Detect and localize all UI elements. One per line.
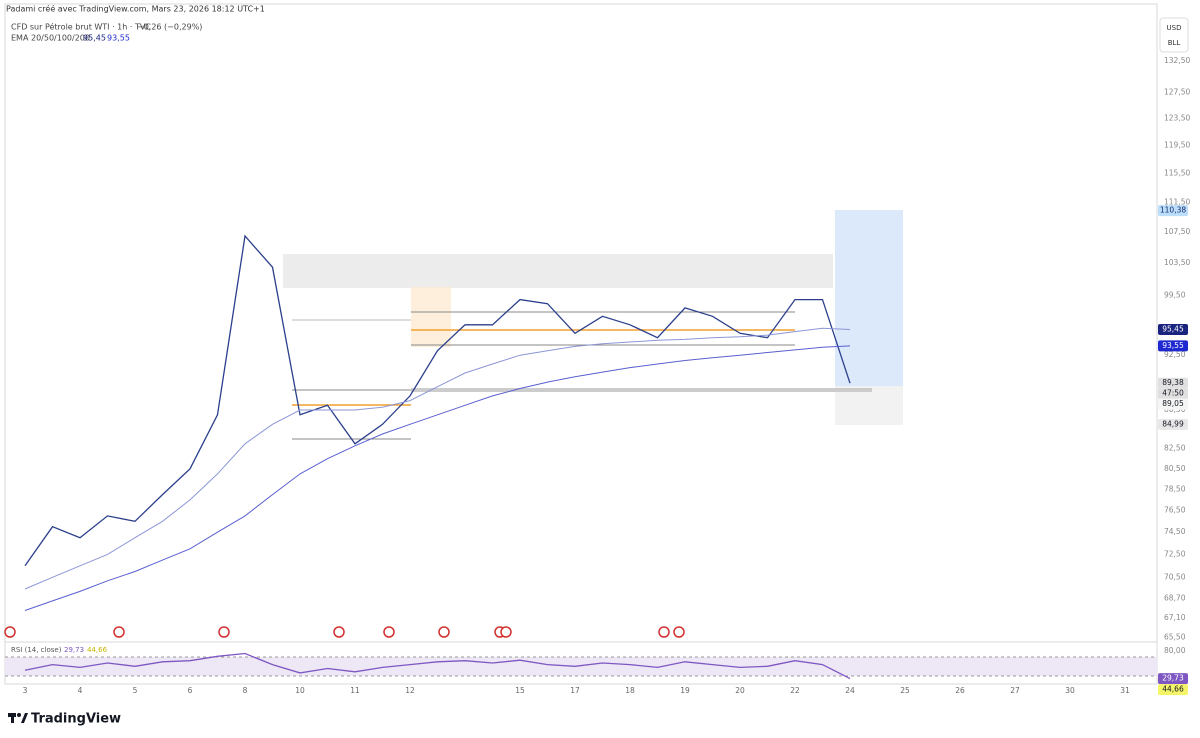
y-tick-label: 92,50 — [1164, 350, 1186, 359]
series-line — [24, 234, 851, 567]
price-badge-label: 89,38 — [1162, 378, 1184, 387]
price-badge — [1158, 684, 1188, 696]
y-tick-label: 115,50 — [1164, 169, 1190, 178]
y-tick-label: 80,00 — [1164, 646, 1186, 655]
x-tick-label: 25 — [900, 686, 910, 695]
y-tick-label: 70,50 — [1164, 572, 1186, 581]
countdown: 47:50 — [1162, 389, 1184, 398]
x-tick-label: 6 — [188, 686, 193, 695]
x-tick-label: 24 — [845, 686, 855, 695]
ema-value: 95,45 — [83, 34, 106, 43]
symbol: CFD sur Pétrole brut WTI · 1h · TVC — [11, 22, 151, 32]
x-tick-label: 26 — [955, 686, 965, 695]
ema-value: 93,55 — [107, 34, 130, 43]
price-badge — [1158, 398, 1188, 410]
price-badge-label: 93,55 — [1162, 341, 1184, 350]
x-tick-label: 8 — [243, 686, 248, 695]
y-tick-label: 103,50 — [1164, 258, 1190, 267]
volume-profile — [411, 287, 451, 347]
x-tick-label: 18 — [625, 686, 635, 695]
x-tick-label: 12 — [405, 686, 415, 695]
countdown-badge — [1158, 388, 1188, 399]
price-badge — [1158, 418, 1188, 430]
price-badge — [1158, 673, 1188, 685]
price-badge-label: 110,38 — [1160, 206, 1186, 215]
x-tick-label: 4 — [78, 686, 83, 695]
currency-box[interactable] — [1159, 17, 1189, 53]
y-tick-label: 132,50 — [1164, 56, 1190, 65]
price-badge — [1158, 323, 1188, 335]
unit[interactable]: BLL — [1168, 39, 1181, 47]
series-line — [24, 345, 851, 611]
x-tick-label: 5 — [133, 686, 138, 695]
y-tick-label: 74,50 — [1164, 527, 1186, 536]
y-tick-label: 123,50 — [1164, 114, 1190, 123]
y-tick-label: 78,50 — [1164, 484, 1186, 493]
price-badge-label: 95,45 — [1162, 324, 1184, 333]
series-line — [24, 652, 851, 680]
x-tick-label: 22 — [790, 686, 800, 695]
price-badge — [1158, 377, 1188, 389]
x-tick-label: 27 — [1010, 686, 1020, 695]
rsi-value: 44,66 — [87, 646, 108, 654]
y-tick-label: 82,50 — [1164, 444, 1186, 453]
event-icons — [4, 626, 685, 638]
x-tick-label: 15 — [515, 686, 525, 695]
stop-zone — [835, 386, 903, 425]
y-tick-label: 111,50 — [1164, 197, 1190, 206]
price-badge — [1158, 340, 1188, 352]
series-line — [24, 327, 851, 590]
y-tick-label: 119,50 — [1164, 141, 1190, 150]
price-badge-label: 89,05 — [1162, 399, 1184, 408]
y-tick-label: 72,50 — [1164, 549, 1186, 558]
y-tick-label: 67,10 — [1164, 613, 1186, 622]
price-badge-label: 84,99 — [1162, 419, 1184, 428]
y-tick-label: 65,50 — [1164, 632, 1186, 641]
supply-zone — [283, 254, 833, 288]
x-tick-label: 10 — [295, 686, 305, 695]
y-tick-label: 68,70 — [1164, 593, 1186, 602]
brand: TradingView — [31, 712, 121, 727]
ema-label: EMA 20/50/100/200 — [11, 34, 90, 43]
x-tick-label: 3 — [23, 686, 28, 695]
x-tick-label: 20 — [735, 686, 745, 695]
y-tick-label: 127,50 — [1164, 88, 1190, 97]
y-tick-label: 80,50 — [1164, 464, 1186, 473]
price-badge-label: 29,73 — [1162, 674, 1184, 683]
y-tick-label: 76,50 — [1164, 506, 1186, 515]
rsi-title: RSI (14, close) — [11, 646, 62, 654]
brand-logo — [8, 713, 28, 723]
target-zone — [835, 210, 903, 386]
rsi-band — [5, 657, 1157, 676]
currency[interactable]: USD — [1167, 24, 1182, 32]
x-tick-label: 11 — [350, 686, 360, 695]
screenshot-title: Padami créé avec TradingView.com, Mars 2… — [6, 4, 265, 14]
change: −0,26 (−0,29%) — [137, 23, 202, 32]
price-badge-label: 44,66 — [1162, 685, 1184, 694]
x-tick-label: 30 — [1065, 686, 1075, 695]
x-tick-label: 17 — [570, 686, 580, 695]
rsi-value: 29,73 — [64, 646, 84, 654]
x-tick-label: 19 — [680, 686, 690, 695]
y-tick-label: 99,50 — [1164, 290, 1186, 299]
y-tick-label: 107,50 — [1164, 227, 1190, 236]
x-tick-label: 31 — [1120, 686, 1130, 695]
price-badge — [1158, 205, 1188, 217]
